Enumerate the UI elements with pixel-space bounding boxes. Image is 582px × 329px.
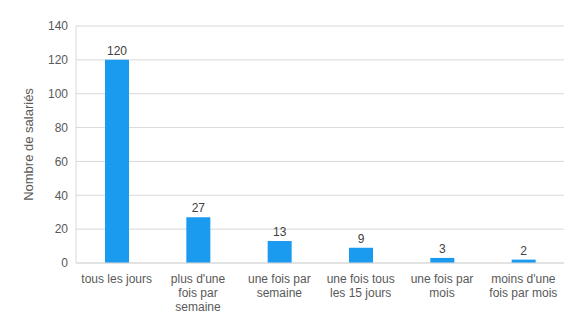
- svg-text:140: 140: [48, 19, 68, 33]
- svg-text:60: 60: [55, 155, 69, 169]
- svg-text:27: 27: [192, 201, 206, 215]
- svg-text:120: 120: [48, 53, 68, 67]
- svg-text:0: 0: [61, 256, 68, 270]
- svg-text:120: 120: [107, 44, 127, 58]
- svg-text:une fois parmois: une fois parmois: [411, 272, 474, 300]
- svg-text:plus d'unefois parsemaine: plus d'unefois parsemaine: [171, 272, 226, 314]
- svg-text:13: 13: [273, 225, 287, 239]
- svg-text:tous les jours: tous les jours: [81, 272, 152, 286]
- svg-text:3: 3: [439, 242, 446, 256]
- svg-text:80: 80: [55, 121, 69, 135]
- svg-text:100: 100: [48, 87, 68, 101]
- svg-text:une fois tousles 15 jours: une fois tousles 15 jours: [327, 272, 395, 300]
- svg-text:20: 20: [55, 222, 69, 236]
- svg-text:9: 9: [358, 232, 365, 246]
- svg-text:2: 2: [520, 244, 527, 258]
- svg-text:une fois parsemaine: une fois parsemaine: [248, 272, 311, 300]
- svg-text:40: 40: [55, 189, 69, 203]
- svg-text:moins d'unefois par mois: moins d'unefois par mois: [489, 272, 557, 300]
- svg-text:Nombre de salariés: Nombre de salariés: [21, 88, 36, 201]
